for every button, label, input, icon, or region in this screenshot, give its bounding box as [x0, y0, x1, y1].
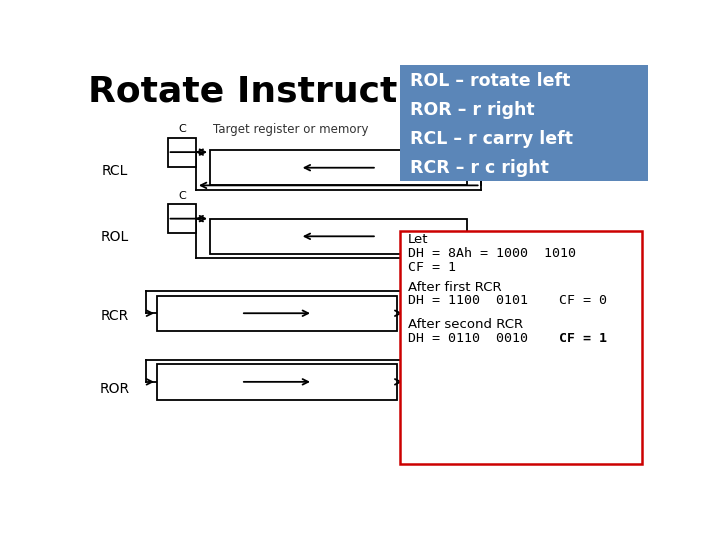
- Text: Rotate Instructions: Rotate Instructions: [89, 75, 482, 109]
- Text: C: C: [178, 191, 186, 201]
- Bar: [400, 231, 642, 464]
- Text: ROL: ROL: [101, 231, 129, 245]
- Text: RCL: RCL: [102, 164, 128, 178]
- Text: Let: Let: [408, 233, 428, 246]
- Bar: [400, 65, 648, 181]
- Text: ROR: ROR: [100, 382, 130, 396]
- Text: RCL – r carry left: RCL – r carry left: [410, 130, 572, 148]
- Text: After second RCR: After second RCR: [408, 318, 523, 331]
- Text: CF = 0: CF = 0: [559, 294, 607, 307]
- Text: CF = 1: CF = 1: [408, 261, 456, 274]
- Bar: [210, 150, 467, 185]
- Text: CF = 1: CF = 1: [559, 332, 607, 345]
- Text: Target register or memory: Target register or memory: [213, 123, 369, 136]
- Bar: [157, 295, 397, 331]
- Text: DH = 0110  0010: DH = 0110 0010: [408, 332, 528, 345]
- Text: After first RCR: After first RCR: [408, 281, 502, 294]
- Text: RCR – r c right: RCR – r c right: [410, 159, 549, 177]
- Bar: [405, 281, 433, 310]
- Bar: [168, 204, 196, 233]
- Bar: [157, 364, 397, 400]
- Bar: [210, 219, 467, 254]
- Text: C: C: [178, 124, 186, 134]
- Bar: [168, 138, 196, 167]
- Text: ROR – r right: ROR – r right: [410, 101, 534, 119]
- Text: DH = 1100  0101: DH = 1100 0101: [408, 294, 528, 307]
- Bar: [405, 354, 433, 383]
- Text: DH = 8Ah = 1000  1010: DH = 8Ah = 1000 1010: [408, 247, 576, 260]
- Text: C: C: [415, 268, 423, 278]
- Text: RCR: RCR: [101, 309, 129, 323]
- Text: ROL – rotate left: ROL – rotate left: [410, 72, 570, 90]
- Text: C: C: [415, 340, 423, 350]
